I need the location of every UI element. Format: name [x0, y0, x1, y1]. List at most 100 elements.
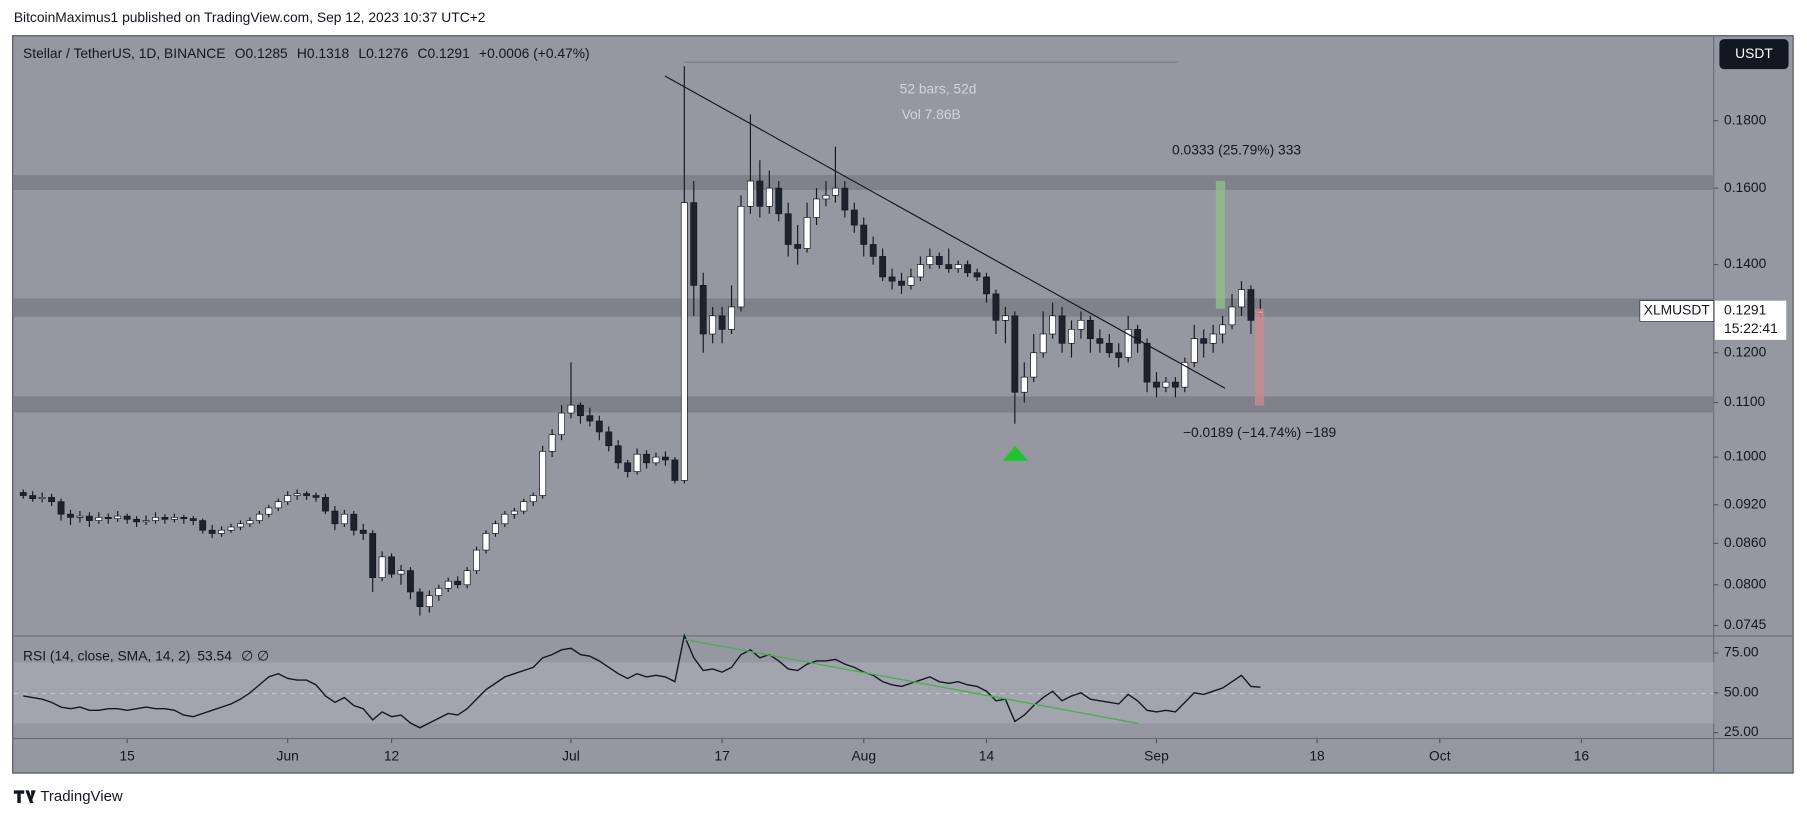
- candle-body: [1058, 315, 1066, 344]
- candle-body: [907, 276, 915, 286]
- candle-body: [539, 451, 547, 496]
- trendline: [664, 75, 1226, 389]
- rsi-placeholders: ∅ ∅: [241, 647, 269, 663]
- candle-body: [274, 501, 282, 509]
- candle-body: [992, 293, 1000, 321]
- candle-body: [463, 570, 471, 586]
- rsi-trendline: [684, 638, 1139, 725]
- ohlc-value: 0.1318: [307, 45, 350, 61]
- candle-body: [765, 187, 773, 207]
- rsi-tick-label: 50.00: [1724, 683, 1759, 699]
- y-tick-label: 0.0800: [1724, 575, 1767, 591]
- signal-arrow: [1002, 445, 1028, 461]
- candle-body: [822, 194, 830, 200]
- candle-body: [38, 497, 46, 499]
- candle-body: [1086, 319, 1094, 339]
- rsi-legend: RSI (14, close, SMA, 14, 2) 53.54 ∅ ∅: [23, 647, 269, 663]
- ohlc-key: L: [358, 45, 366, 61]
- x-tick-label: Aug: [851, 748, 876, 764]
- candle-body: [577, 404, 584, 417]
- candle-body: [794, 244, 802, 249]
- candle-body: [1153, 381, 1160, 388]
- candle-body: [303, 493, 310, 496]
- downside-label: −0.0189 (−14.74%) −189: [1183, 424, 1337, 440]
- candle-body: [170, 517, 178, 520]
- candle-body: [756, 180, 764, 207]
- candle-body: [340, 513, 348, 525]
- candle-body: [737, 205, 745, 308]
- candle-body: [19, 492, 27, 496]
- currency-label[interactable]: USDT: [1735, 45, 1773, 61]
- candle-body: [860, 224, 868, 245]
- candle-body: [435, 588, 443, 596]
- support-zone: [13, 396, 1714, 413]
- candle-body: [1068, 329, 1075, 344]
- candle-body: [199, 520, 207, 531]
- x-tick-label: 16: [1574, 748, 1590, 764]
- rsi-value: 53.54: [197, 647, 232, 663]
- candle-body: [1190, 338, 1198, 363]
- brand-name: TradingView: [40, 788, 123, 805]
- candle-body: [1020, 376, 1028, 393]
- candle-body: [1200, 338, 1208, 344]
- candle-body: [624, 462, 632, 472]
- candle-body: [510, 510, 518, 515]
- candle-body: [945, 264, 953, 269]
- published-note: BitcoinMaximus1 published on TradingView…: [14, 9, 486, 25]
- candle-body: [378, 556, 386, 579]
- candle-body: [152, 517, 159, 521]
- candle-body: [359, 529, 367, 534]
- candle-body: [397, 570, 405, 575]
- x-tick-label: Jul: [562, 748, 580, 764]
- candle-body: [595, 420, 603, 433]
- candle-body: [255, 513, 263, 521]
- measure-bars: 52 bars, 52d: [900, 81, 977, 97]
- countdown: 15:22:41: [1724, 320, 1778, 336]
- y-tick-label: 0.1000: [1724, 448, 1767, 464]
- candle-body: [123, 515, 131, 520]
- candle-body: [680, 202, 688, 481]
- candle-body: [558, 412, 565, 435]
- candle-body: [189, 518, 197, 521]
- y-tick-label: 0.0745: [1724, 616, 1767, 632]
- candle-body: [548, 434, 556, 452]
- candle-body: [803, 217, 811, 249]
- ohlc-key: H: [297, 45, 307, 61]
- candle-body: [482, 533, 490, 551]
- candle-body: [454, 580, 462, 586]
- candle-body: [237, 523, 244, 528]
- candle-body: [1143, 342, 1151, 383]
- candle-body: [926, 256, 934, 265]
- candle-body: [643, 453, 650, 464]
- candle-body: [662, 456, 669, 461]
- currency-button[interactable]: [1719, 39, 1789, 70]
- candle-body: [1181, 362, 1189, 388]
- measure-volume: Vol 7.86B: [902, 106, 961, 122]
- resistance-zone: [13, 175, 1714, 191]
- rsi-title: RSI (14, close, SMA, 14, 2): [23, 647, 190, 663]
- y-tick-label: 0.1400: [1724, 255, 1767, 271]
- candle-body: [879, 256, 887, 278]
- x-tick-label: 14: [979, 748, 995, 764]
- candle-body: [293, 493, 301, 496]
- candle-body: [671, 459, 679, 481]
- candle-body: [322, 497, 329, 512]
- candle-body: [161, 517, 169, 520]
- candle-body: [416, 591, 424, 607]
- y-tick-label: 0.0860: [1724, 534, 1767, 550]
- upside-range: [1215, 180, 1226, 309]
- x-tick-label: 18: [1309, 748, 1325, 764]
- candle-body: [369, 533, 377, 579]
- candle-body: [841, 187, 849, 211]
- candle-body: [699, 285, 707, 335]
- candle-body: [48, 497, 56, 503]
- candle-body: [1049, 315, 1057, 335]
- x-tick-label: Jun: [277, 748, 299, 764]
- candle-body: [1219, 324, 1227, 335]
- candle-body: [1115, 352, 1123, 358]
- y-tick-label: 0.0920: [1724, 495, 1767, 511]
- candle-body: [709, 315, 717, 335]
- candle-body: [728, 306, 735, 330]
- candle-body: [605, 431, 613, 447]
